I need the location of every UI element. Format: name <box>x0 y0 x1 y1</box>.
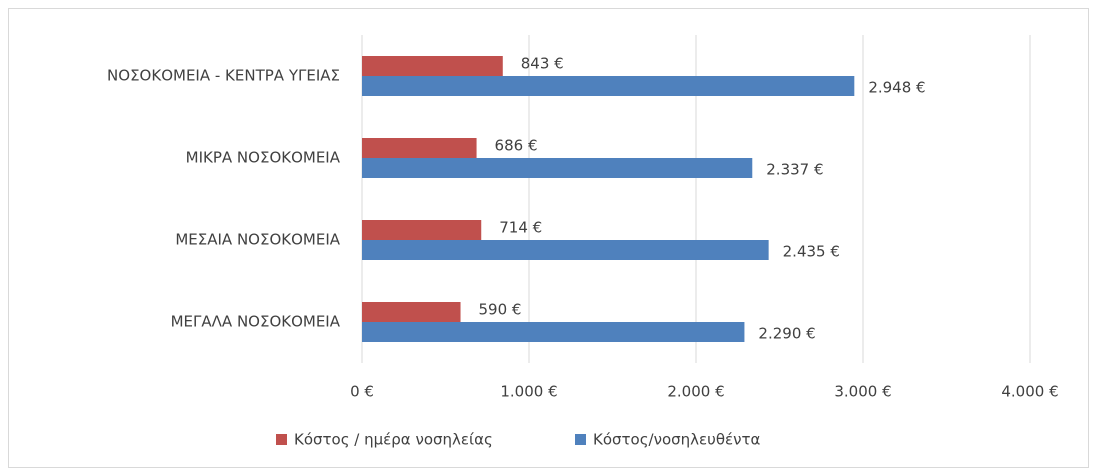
data-label: 2.948 € <box>868 79 925 97</box>
legend-swatch <box>276 434 287 445</box>
data-label: 686 € <box>495 137 538 155</box>
data-label: 714 € <box>499 219 542 237</box>
x-tick-label: 2.000 € <box>667 383 724 401</box>
x-tick-label: 0 € <box>350 383 374 401</box>
data-label: 590 € <box>479 301 522 319</box>
y-tick-label: ΜΕΓΑΛΑ ΝΟΣΟΚΟΜΕΙΑ <box>171 313 341 331</box>
bar <box>362 158 753 178</box>
x-tick-label: 4.000 € <box>1001 383 1058 401</box>
bar <box>362 76 855 96</box>
bar <box>362 220 482 240</box>
bar <box>362 138 477 158</box>
y-tick-label: ΝΟΣΟΚΟΜΕΙΑ - ΚΕΝΤΡΑ ΥΓΕΙΑΣ <box>107 67 340 85</box>
data-label: 2.337 € <box>766 161 823 179</box>
bar <box>362 240 769 260</box>
legend-swatch <box>575 434 586 445</box>
y-tick-label: ΜΕΣΑΙΑ ΝΟΣΟΚΟΜΕΙΑ <box>175 231 340 249</box>
bar <box>362 322 745 342</box>
bar <box>362 302 461 322</box>
data-label: 843 € <box>521 55 564 73</box>
data-label: 2.290 € <box>758 325 815 343</box>
bar <box>362 56 503 76</box>
x-tick-label: 1.000 € <box>500 383 557 401</box>
legend-label: Κόστος/νοσηλευθέντα <box>593 431 761 449</box>
data-label: 2.435 € <box>783 243 840 261</box>
x-tick-label: 3.000 € <box>834 383 891 401</box>
y-tick-label: ΜΙΚΡΑ ΝΟΣΟΚΟΜΕΙΑ <box>186 149 341 167</box>
legend-label: Κόστος / ημέρα νοσηλείας <box>294 431 493 449</box>
